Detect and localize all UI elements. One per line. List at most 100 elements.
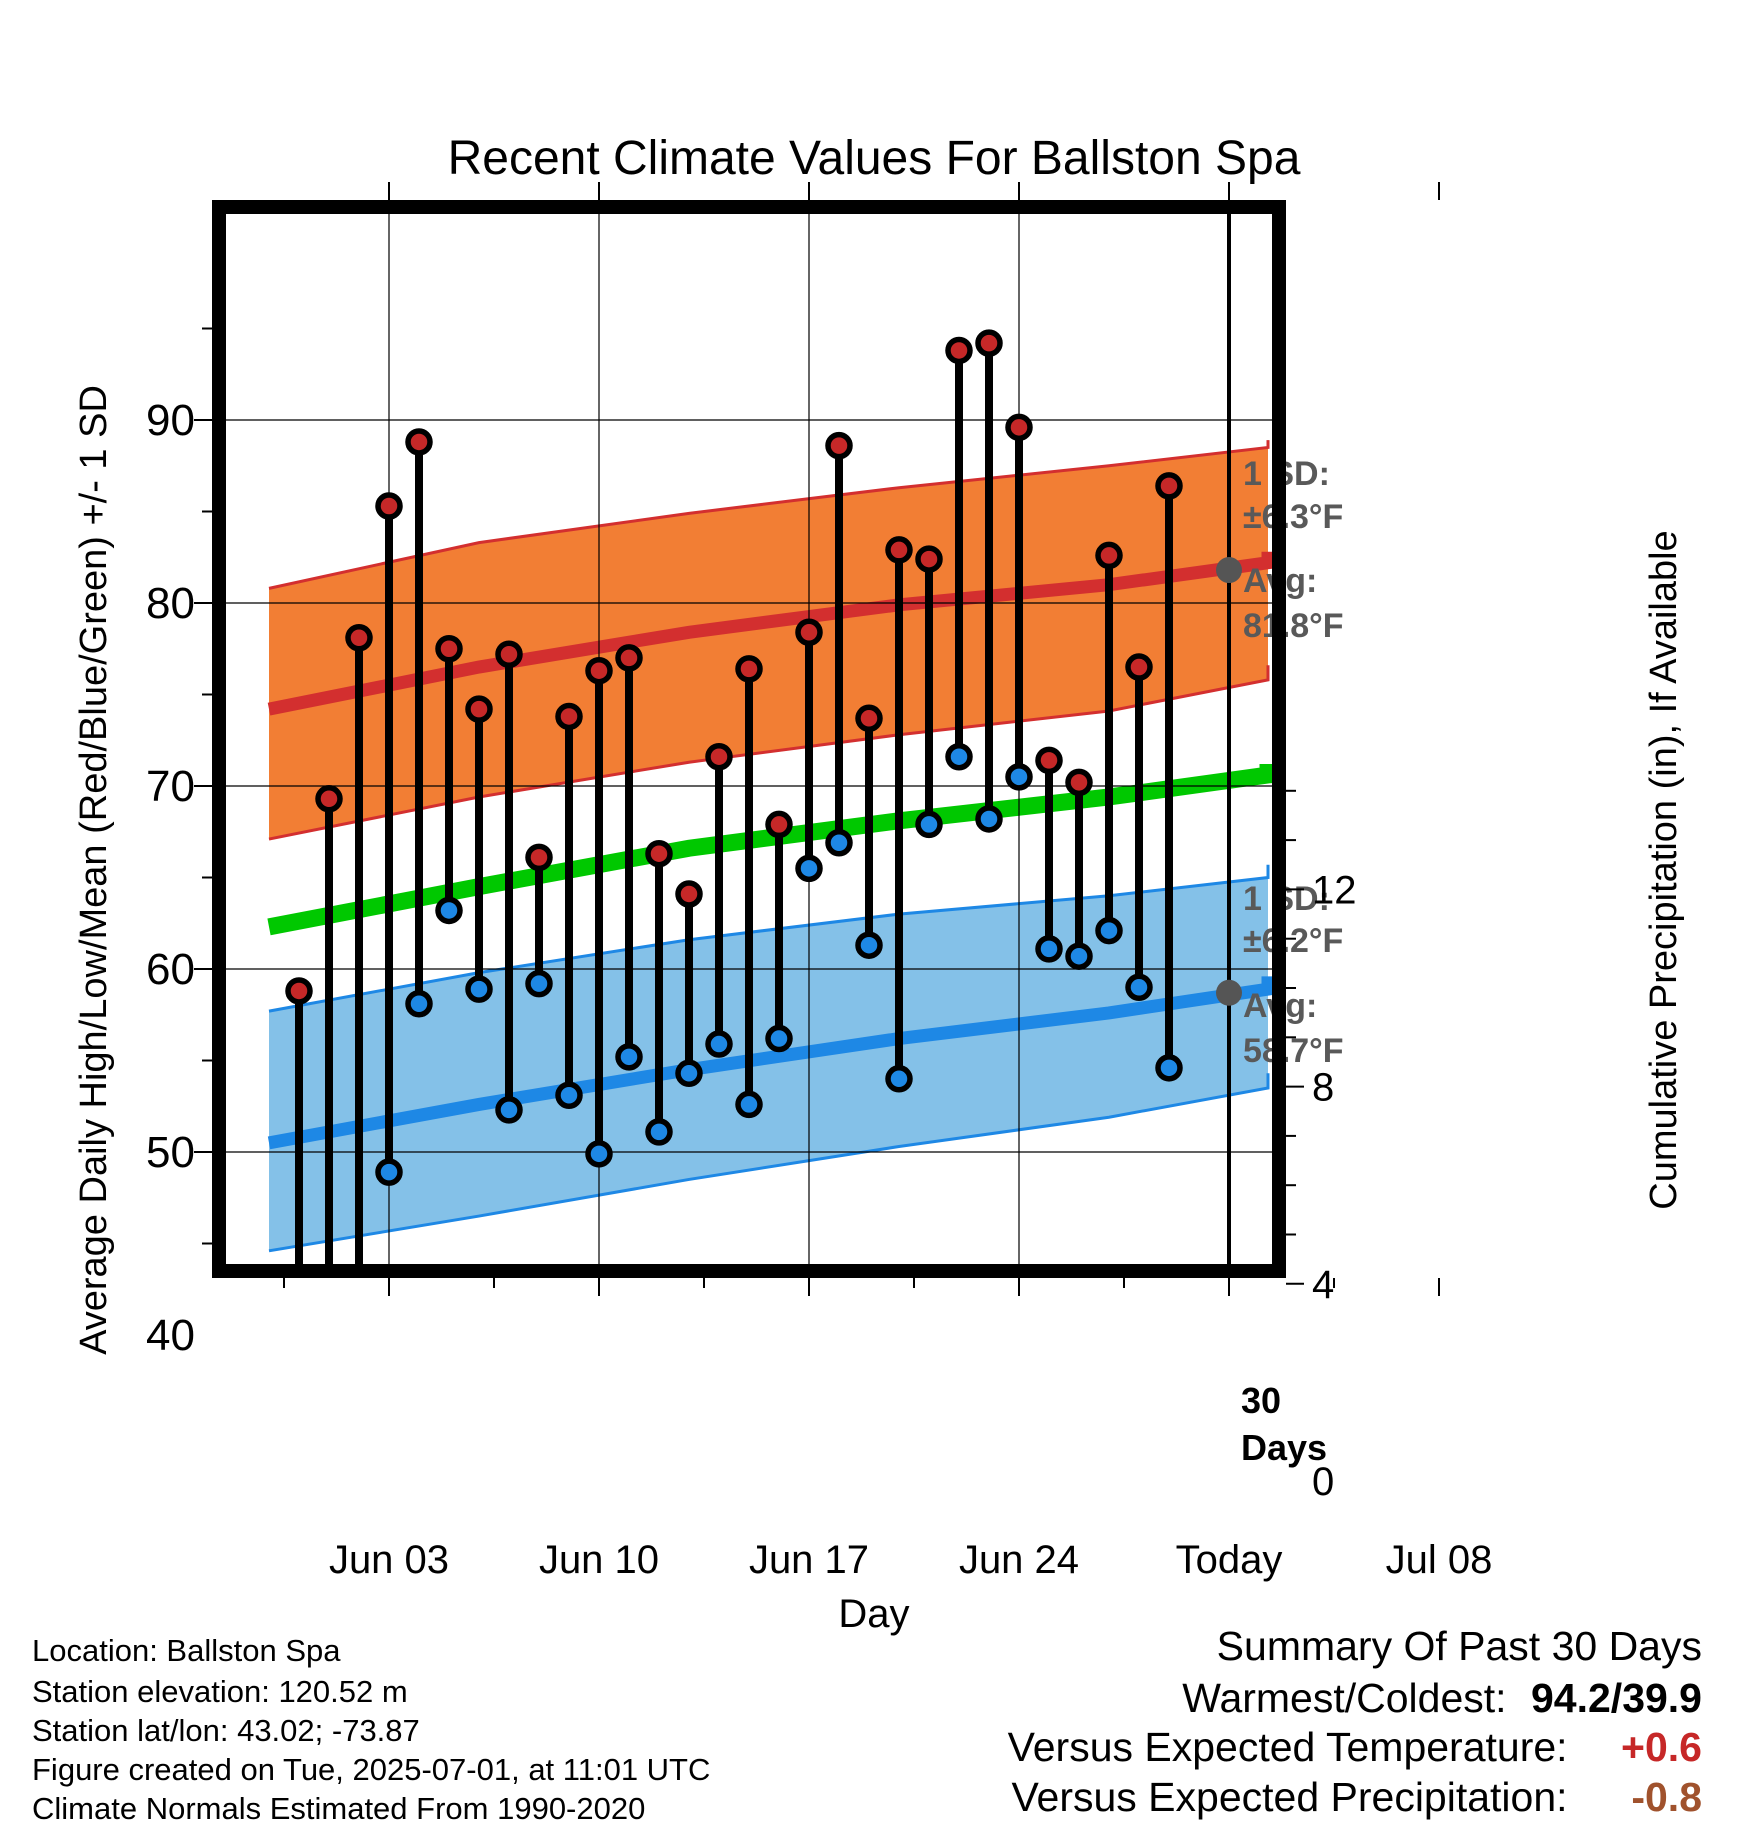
high-sd-band-upper-edge — [268, 440, 1270, 590]
info-created: Figure created on Tue, 2025-07-01, at 11… — [32, 1752, 711, 1787]
high-point — [885, 536, 913, 564]
low-point — [1005, 763, 1033, 791]
high-point — [915, 545, 943, 573]
high-point — [525, 843, 553, 872]
high-point — [1065, 768, 1093, 797]
high-point — [555, 702, 583, 731]
y-tick-label: 60 — [146, 945, 195, 994]
high-point — [585, 656, 613, 685]
high-point — [795, 618, 823, 647]
low-point — [318, 1320, 340, 1342]
y-tick-label: 90 — [146, 396, 195, 445]
summary-warmest-label: Warmest/Coldest: — [1182, 1675, 1507, 1721]
high-point — [1035, 746, 1063, 775]
high-point — [975, 329, 1003, 357]
summary-warmest-value: 94.2/39.9 — [1531, 1675, 1702, 1721]
low-point — [825, 828, 853, 857]
info-location: Location: Ballston Spa — [32, 1633, 341, 1668]
high-point — [945, 336, 973, 365]
low-avg-value: 58.7°F — [1243, 1032, 1344, 1070]
low-point — [1095, 916, 1123, 945]
y-tick-label: 50 — [146, 1128, 195, 1177]
low-point — [765, 1024, 793, 1053]
y2-tick-label: 12 — [1312, 868, 1357, 912]
high-avg-marker — [1216, 557, 1242, 584]
info-normals: Climate Normals Estimated From 1990-2020 — [32, 1791, 646, 1826]
high-point — [435, 635, 463, 663]
x-tick-label: Jun 24 — [959, 1538, 1079, 1582]
high-sd-value: ±6.3°F — [1243, 498, 1343, 536]
low-point — [435, 896, 463, 925]
info-latlon: Station lat/lon: 43.02; -73.87 — [32, 1713, 420, 1748]
high-point — [405, 428, 433, 456]
high-point — [1155, 472, 1183, 500]
low-point — [915, 810, 943, 839]
high-point — [465, 695, 493, 723]
high-point — [675, 880, 703, 908]
high-point — [1125, 653, 1153, 681]
low-point — [645, 1118, 673, 1146]
y-tick-label: 80 — [146, 579, 195, 628]
plot-frame — [212, 200, 1286, 1278]
high-point — [1005, 413, 1033, 442]
low-point — [348, 1326, 370, 1348]
low-sd-band-lower-edge — [268, 1073, 1270, 1253]
low-point — [495, 1096, 523, 1124]
high-point — [735, 655, 763, 683]
low-point — [945, 742, 973, 771]
today-days-unit: Days — [1241, 1427, 1327, 1468]
summary-temp-value: +0.6 — [1621, 1724, 1702, 1770]
x-tick-label: Jun 03 — [329, 1538, 449, 1582]
low-point — [555, 1081, 583, 1110]
low-point — [795, 854, 823, 883]
high-sd-title: 1 SD: — [1243, 455, 1330, 493]
summary-title-text: Summary Of Past 30 Days — [1216, 1623, 1702, 1669]
summary-title: Summary Of Past 30 Days — [1217, 1626, 1702, 1667]
x-axis-label: Day — [838, 1592, 909, 1636]
chart-title: Recent Climate Values For Ballston Spa — [448, 132, 1301, 185]
low-point — [585, 1140, 613, 1168]
y-axis-label: Average Daily High/Low/Mean (Red/Blue/Gr… — [73, 385, 115, 1355]
x-tick-label: Jun 10 — [539, 1538, 659, 1582]
summary-temp: Versus Expected Temperature: +0.6 — [1008, 1727, 1702, 1768]
low-point — [1065, 942, 1093, 970]
y2-tick-label: 8 — [1312, 1066, 1334, 1110]
high-point — [825, 431, 853, 460]
high-point — [495, 640, 523, 668]
y2-tick-label: 0 — [1312, 1460, 1334, 1504]
y-tick-label: 40 — [146, 1311, 195, 1360]
low-point — [465, 975, 493, 1003]
today-days-value: 30 — [1241, 1380, 1281, 1421]
high-point — [855, 704, 883, 733]
low-point — [405, 990, 433, 1018]
low-point — [615, 1043, 643, 1071]
high-point — [345, 624, 373, 652]
low-point — [975, 805, 1003, 833]
high-avg-value: 81.8°F — [1243, 607, 1344, 645]
high-point — [705, 742, 733, 771]
high-point — [1095, 541, 1123, 570]
info-elevation: Station elevation: 120.52 m — [32, 1674, 408, 1709]
low-point — [375, 1158, 403, 1186]
low-point — [675, 1059, 703, 1088]
summary-warmest: Warmest/Coldest: 94.2/39.9 — [1182, 1678, 1702, 1719]
x-tick-label: Jun 17 — [749, 1538, 869, 1582]
low-point — [1035, 935, 1063, 963]
low-point — [885, 1065, 913, 1093]
high-point — [645, 839, 673, 868]
plot-inner — [224, 212, 1274, 1348]
low-point — [288, 1308, 310, 1330]
low-point — [1125, 973, 1153, 1002]
summary-precip-label: Versus Expected Precipitation: — [1011, 1774, 1568, 1820]
low-sd-value: ±6.2°F — [1243, 922, 1343, 960]
y-tick-label: 70 — [146, 762, 195, 811]
low-point — [525, 969, 553, 998]
summary-precip-value: -0.8 — [1631, 1774, 1702, 1820]
low-point — [855, 931, 883, 959]
low-point — [705, 1030, 733, 1058]
y2-axis-label: Cumulative Precipitation (in), If Availa… — [1643, 530, 1685, 1209]
low-sd-title: 1 SD: — [1243, 880, 1330, 918]
high-point — [285, 977, 313, 1005]
high-point — [615, 644, 643, 672]
